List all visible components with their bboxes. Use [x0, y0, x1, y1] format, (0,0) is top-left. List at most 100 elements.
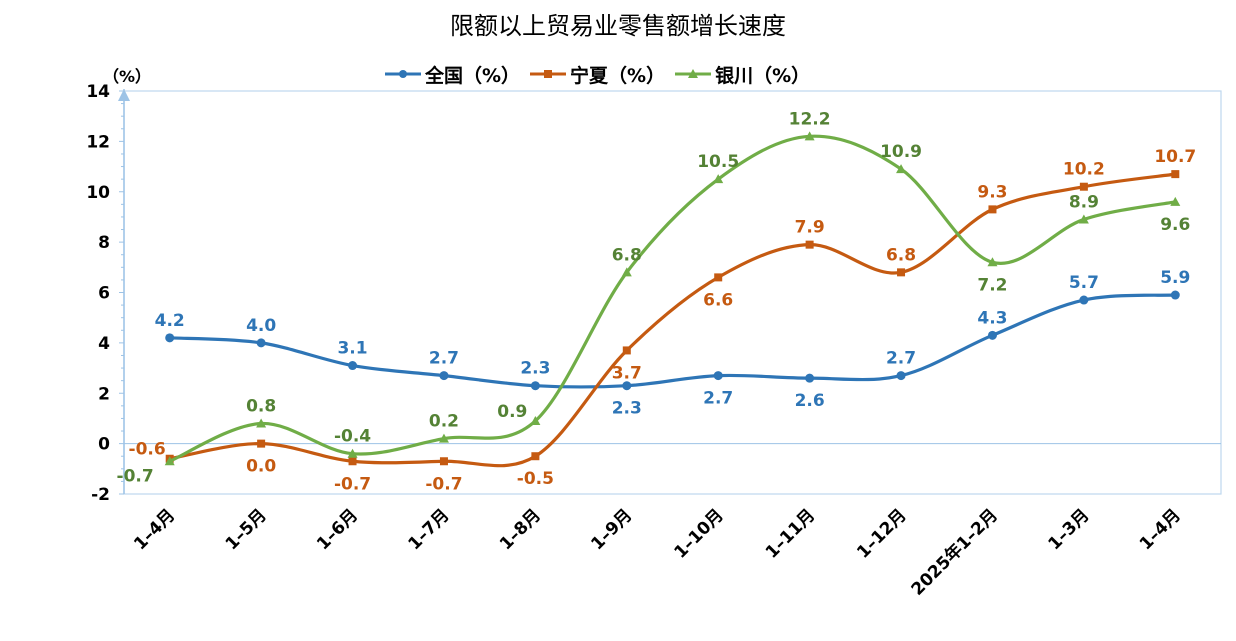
data-point — [165, 333, 175, 343]
data-point — [1079, 182, 1088, 191]
x-tick-label: 1–8月 — [496, 505, 545, 554]
x-tick-label: 1–5月 — [222, 505, 271, 554]
data-label: -0.5 — [517, 469, 554, 489]
plot-frame — [123, 90, 1222, 495]
data-point — [987, 257, 998, 267]
data-point — [1171, 170, 1180, 179]
data-point — [256, 338, 266, 348]
data-label: 9.6 — [1160, 215, 1190, 235]
series-line-national — [169, 293, 1176, 389]
data-point — [987, 330, 997, 340]
data-label: 6.8 — [886, 245, 916, 265]
series-line-yinchuan — [169, 134, 1176, 463]
data-point — [714, 273, 723, 282]
data-point — [622, 381, 632, 391]
data-point — [530, 381, 540, 391]
data-label: 3.7 — [612, 363, 642, 383]
data-point — [347, 448, 358, 458]
data-label: 0.8 — [246, 396, 276, 416]
y-tick-label: 12 — [86, 132, 110, 152]
x-tick-label: 1–10月 — [670, 505, 727, 562]
legend-marker-yinchuan-icon — [675, 69, 712, 78]
data-label: 9.3 — [977, 182, 1007, 202]
data-label: 7.9 — [795, 218, 825, 238]
data-point — [530, 415, 541, 425]
series-ningxia: -0.6 0.0 -0.7 -0.7 -0.5 3.7 6.6 7.9 6.8 9.3 10.2 10… — [129, 147, 1197, 494]
data-label: 0.9 — [497, 402, 527, 422]
legend-item-ningxia[interactable]: 宁夏（%） — [530, 61, 665, 88]
data-label: 2.7 — [429, 349, 459, 369]
data-label: 4.2 — [155, 311, 185, 331]
data-label: 0.0 — [246, 457, 276, 477]
data-label: 10.9 — [880, 142, 922, 162]
y-tick-label: 8 — [98, 233, 110, 253]
data-point — [713, 174, 724, 184]
series-yinchuan: -0.7 0.8 -0.4 0.2 0.9 6.8 10.5 12.2 10.9 7.2 8.9 9.… — [117, 109, 1191, 486]
data-point — [805, 373, 815, 383]
data-label: -0.4 — [334, 427, 371, 447]
data-point — [348, 457, 357, 466]
y-tick-label: 14 — [86, 82, 110, 102]
x-tick-label: 1–4月 — [1136, 505, 1185, 554]
data-label: -0.7 — [425, 474, 462, 494]
data-point — [621, 267, 632, 277]
data-label: 2.3 — [612, 399, 642, 419]
x-tick-label: 1–3月 — [1044, 505, 1093, 554]
x-tick-label: 1–11月 — [762, 505, 819, 562]
legend-label-yinchuan: 银川（%） — [715, 64, 811, 87]
data-label: 2.3 — [520, 359, 550, 379]
y-tick-label: -2 — [91, 485, 110, 505]
data-point — [896, 371, 906, 381]
data-point — [804, 131, 815, 141]
legend-label-ningxia: 宁夏（%） — [570, 64, 666, 87]
data-point — [988, 205, 997, 214]
data-label: 10.2 — [1063, 160, 1105, 180]
x-tick-label: 1–4月 — [130, 505, 179, 554]
data-label: 2.7 — [703, 389, 733, 409]
data-label: -0.7 — [334, 474, 371, 494]
data-label: 5.9 — [1160, 268, 1190, 288]
y-tick-label: 2 — [98, 384, 110, 404]
data-point — [805, 240, 814, 249]
data-point — [256, 418, 267, 428]
legend-marker-ningxia-icon — [530, 70, 567, 78]
data-point — [1078, 214, 1089, 224]
legend-label-national: 全国（%） — [425, 64, 521, 87]
data-label: 3.1 — [337, 339, 367, 359]
data-point — [439, 371, 449, 381]
data-label: 7.2 — [977, 275, 1007, 295]
data-label: 10.7 — [1154, 147, 1196, 167]
data-point — [896, 164, 907, 174]
data-point — [897, 268, 906, 277]
data-label: 2.7 — [886, 349, 916, 369]
x-tick-label: 1–6月 — [313, 505, 362, 554]
x-tick-label: 1–7月 — [405, 505, 454, 554]
series-national: 4.2 4.0 3.1 2.7 2.3 2.3 2.7 2.6 2.7 4.3 5.7 5.9 — [155, 268, 1191, 419]
y-tick-label: 4 — [98, 334, 110, 354]
data-label: 8.9 — [1069, 192, 1099, 212]
data-point — [439, 457, 448, 466]
data-point — [1079, 295, 1089, 305]
data-label: 2.6 — [795, 391, 825, 411]
x-tick-label: 1–9月 — [587, 505, 636, 554]
y-axis-unit: （%） — [103, 67, 152, 86]
data-point — [348, 361, 358, 371]
data-point — [164, 456, 175, 466]
legend: 全国（%） 宁夏（%） 银川（%） — [385, 60, 820, 88]
y-axis-arrow-icon — [118, 89, 130, 101]
data-label: 12.2 — [789, 109, 831, 129]
y-tick-label: 6 — [98, 284, 110, 304]
data-label: -0.7 — [117, 466, 154, 486]
data-label: 6.8 — [612, 245, 642, 265]
legend-item-yinchuan[interactable]: 银川（%） — [675, 61, 810, 88]
data-point — [257, 439, 266, 448]
data-label: -0.6 — [129, 440, 166, 460]
x-tick-label: 1–12月 — [853, 505, 910, 562]
data-label: 4.3 — [977, 308, 1007, 328]
x-tick-label: 2025年1–2月 — [907, 505, 1002, 600]
data-point — [713, 371, 723, 381]
legend-item-national[interactable]: 全国（%） — [385, 61, 520, 88]
data-label: 6.6 — [703, 290, 733, 310]
data-point — [1170, 290, 1180, 300]
